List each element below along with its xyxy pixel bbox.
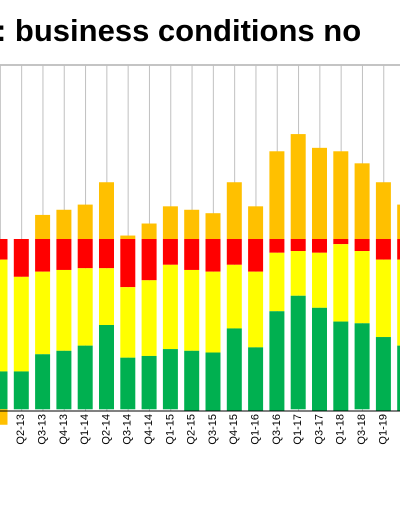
bar-segment <box>248 239 264 272</box>
bar-segment <box>226 328 242 411</box>
bar-segment <box>375 182 391 239</box>
bar-segment <box>226 182 242 239</box>
x-tick-label: Q4-14 <box>143 414 155 445</box>
bar-segment <box>354 239 370 252</box>
bar-segment <box>312 252 327 308</box>
x-tick-label: Q2-15 <box>186 414 198 445</box>
bar-segment <box>375 239 391 260</box>
bar-segment <box>13 276 29 372</box>
bar-segment <box>312 307 327 411</box>
bar-segment <box>120 239 136 288</box>
bar-segment <box>375 259 391 338</box>
bar-segment <box>184 209 200 239</box>
bar-segment <box>269 252 285 312</box>
bar-segment <box>56 239 72 270</box>
bar-segment <box>13 371 29 410</box>
chart-title: : business conditions no <box>0 13 361 48</box>
bar-segment <box>269 311 285 411</box>
x-tick-label: Q3-17 <box>313 414 325 445</box>
bar-segment <box>312 239 327 253</box>
bar-segment <box>290 239 306 252</box>
bar-segment <box>35 214 51 239</box>
bar-segment <box>162 349 178 410</box>
bar-segment <box>184 269 200 351</box>
bar-segment <box>99 325 114 410</box>
bar-segment <box>205 213 221 239</box>
bar-segment <box>35 271 51 355</box>
bar-segment <box>333 239 349 245</box>
bar-segment <box>99 182 114 239</box>
bar-segment <box>184 350 200 411</box>
bar-segment <box>141 239 157 281</box>
bar-segment <box>56 350 72 410</box>
bar-segment <box>226 239 242 265</box>
bar-segment <box>120 357 136 410</box>
bar-segment <box>56 269 72 351</box>
bar-segment <box>141 280 157 356</box>
x-tick-label: Q1-15 <box>164 414 176 445</box>
bar-segment <box>397 259 400 346</box>
bar-segment <box>141 355 157 410</box>
bar-segment <box>312 147 327 239</box>
bar-segment <box>290 295 306 410</box>
bar-segment <box>13 239 29 277</box>
bar-segment <box>120 287 136 358</box>
bar-segment <box>0 239 8 260</box>
bar-segment <box>0 409 8 425</box>
bar-segment <box>0 371 8 410</box>
x-tick-label: Q4-15 <box>228 414 240 445</box>
bar-segment <box>35 354 51 410</box>
bar-segment <box>333 244 349 322</box>
bar-segment <box>162 239 178 265</box>
bar-segment <box>248 347 264 411</box>
bar-segment <box>205 271 221 353</box>
bar-segment <box>269 239 285 253</box>
bar-segment <box>205 239 221 272</box>
bar-segment <box>397 345 400 411</box>
bar-segment <box>56 209 72 239</box>
bar-segment <box>205 352 221 411</box>
x-tick-label: Q4-13 <box>58 414 70 445</box>
x-tick-label: Q1-17 <box>292 414 304 445</box>
bar-segment <box>162 264 178 350</box>
bar-segment <box>120 235 136 239</box>
x-tick-label: Q3-15 <box>207 414 219 445</box>
x-tick-label: Q3-16 <box>271 414 283 445</box>
x-tick-label: Q1-18 <box>335 414 347 445</box>
bar-segment <box>354 251 370 324</box>
x-tick-label: Q3-13 <box>37 414 49 445</box>
bar-segment <box>77 345 93 410</box>
bar-segment <box>269 151 285 239</box>
bar-segment <box>77 204 93 239</box>
bar-segment <box>375 337 391 411</box>
bar-segment <box>290 134 306 239</box>
x-tick-label: Q2-14 <box>100 414 112 445</box>
x-tick-label: Q3-18 <box>356 414 368 445</box>
bar-segment <box>99 268 114 325</box>
bar-segment <box>333 151 349 239</box>
x-tick-label: Q1-14 <box>79 414 91 445</box>
x-tick-label: Q1-19 <box>377 414 389 445</box>
bar-segment <box>290 251 306 296</box>
bar-segment <box>99 239 114 269</box>
bar-segment <box>397 204 400 239</box>
bar-segment <box>0 259 8 372</box>
bar-segment <box>77 268 93 346</box>
x-tick-label: Q2-13 <box>15 414 27 445</box>
bar-segment <box>354 323 370 410</box>
bar-segment <box>141 223 157 239</box>
bar-segment <box>35 239 51 272</box>
bar-segment <box>184 239 200 270</box>
bar-segment <box>226 264 242 329</box>
bar-segment <box>248 271 264 348</box>
bar-segment <box>397 239 400 260</box>
bar-segment <box>77 239 93 269</box>
bar-segment <box>354 163 370 239</box>
x-tick-label: Q3-14 <box>122 414 134 445</box>
bar-segment <box>248 206 264 239</box>
bar-segment <box>162 206 178 239</box>
bar-segment <box>333 321 349 411</box>
x-tick-label: Q1-16 <box>250 414 262 445</box>
